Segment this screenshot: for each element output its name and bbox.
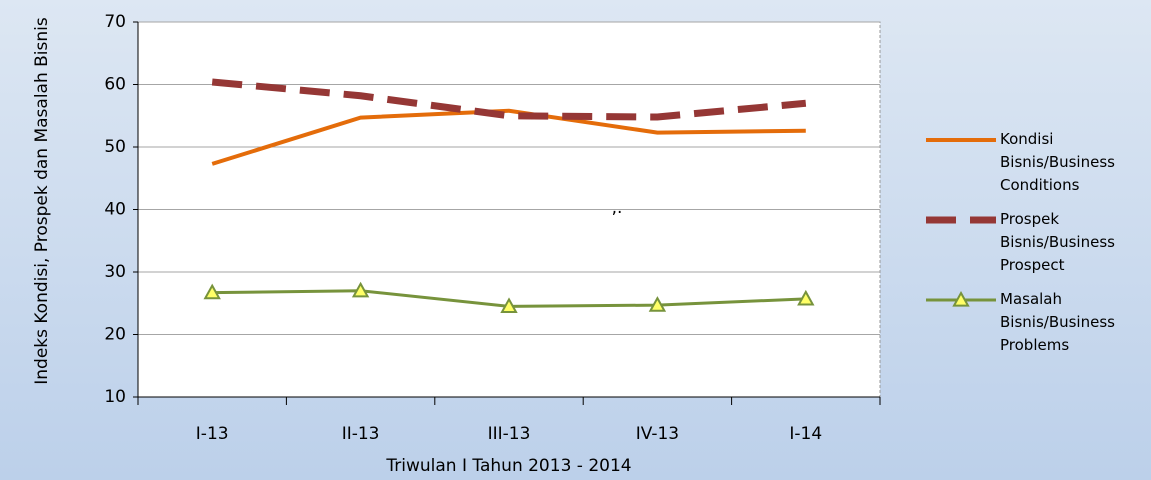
marker — [351, 281, 370, 298]
annotation: ,. — [612, 198, 623, 218]
marker — [203, 283, 221, 300]
x-tick-label: III-13 — [488, 424, 531, 444]
y-tick-label: 70 — [104, 12, 126, 32]
x-tick-label: II-13 — [342, 424, 380, 444]
y-tick-label: 40 — [104, 200, 126, 220]
series-line — [211, 78, 807, 121]
legend-marker — [952, 290, 970, 307]
legend-label: Kondisi Bisnis/Business Conditions — [1000, 130, 1115, 194]
series-line — [211, 108, 806, 166]
legend-label: Masalah Bisnis/Business Problems — [1000, 290, 1115, 354]
x-tick-label: I-14 — [789, 424, 822, 444]
x-axis-label: Triwulan I Tahun 2013 - 2014 — [385, 456, 631, 476]
marker — [500, 297, 518, 313]
x-tick-label: IV-13 — [636, 424, 679, 444]
y-tick-label: 30 — [104, 262, 126, 282]
x-tick-label: I-13 — [196, 424, 229, 444]
legend-label: Prospek Bisnis/Business Prospect — [1000, 210, 1115, 274]
y-tick-label: 10 — [104, 387, 126, 407]
marker — [797, 289, 815, 306]
y-axis-label: Indeks Kondisi, Prospek dan Masalah Bisn… — [32, 17, 52, 385]
y-tick-label: 60 — [104, 75, 126, 95]
marker — [648, 296, 667, 312]
y-tick-label: 50 — [104, 137, 126, 157]
y-tick-label: 20 — [104, 325, 126, 345]
